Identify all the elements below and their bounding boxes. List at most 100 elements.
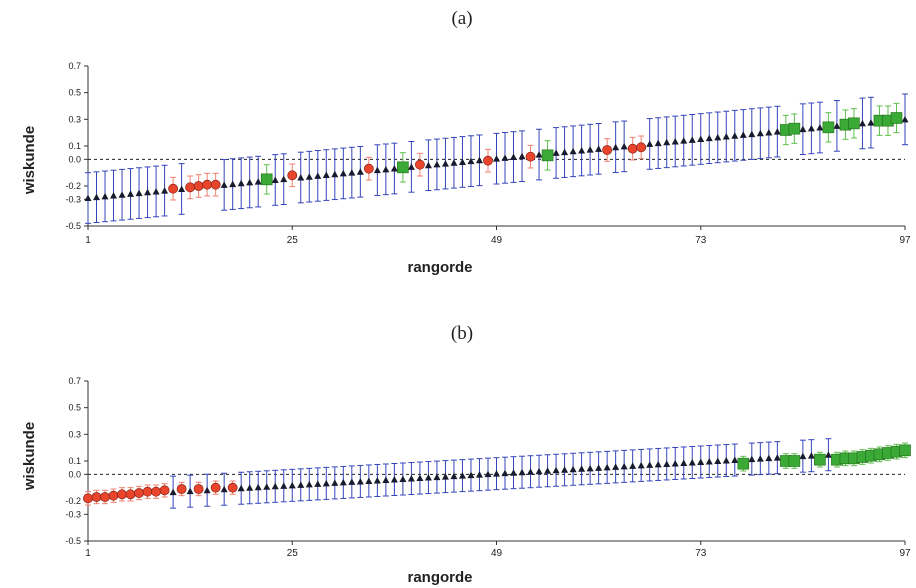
data-point-triangle <box>220 485 228 493</box>
data-point-circle <box>627 143 638 154</box>
data-point-triangle <box>424 161 432 169</box>
data-point-triangle <box>441 473 449 480</box>
data-point-triangle <box>824 451 832 458</box>
data-point-triangle <box>467 471 475 479</box>
data-point-triangle <box>118 191 126 198</box>
data-point-triangle <box>501 154 509 161</box>
panel-a-plot: 0.7 0.5 0.3 0.1 0.0 -0.2 -0.3 -0.5 1 25 49 73 97 <box>65 61 911 246</box>
data-point-square <box>260 173 273 186</box>
x-tick-label: 49 <box>491 235 503 246</box>
data-point-circle <box>483 155 493 166</box>
data-point-circle <box>185 182 196 193</box>
data-point-triangle <box>348 478 356 485</box>
data-point-triangle <box>739 131 747 138</box>
data-point-triangle <box>493 155 500 162</box>
data-point-triangle <box>901 115 909 123</box>
data-point-triangle <box>629 462 637 469</box>
data-point-triangle <box>365 477 373 484</box>
data-point-triangle <box>714 457 722 465</box>
data-point-triangle <box>722 457 730 464</box>
data-point-triangle <box>390 476 398 483</box>
data-point-triangle <box>620 462 628 470</box>
data-point-triangle <box>203 486 211 494</box>
data-point-triangle <box>722 133 730 140</box>
data-point-circle <box>151 486 161 497</box>
data-point-triangle <box>229 180 237 188</box>
data-point-triangle <box>595 464 603 471</box>
data-point-triangle <box>603 463 611 471</box>
data-point-triangle <box>714 133 722 141</box>
data-point-triangle <box>433 473 441 481</box>
data-point-square <box>541 149 554 162</box>
data-point-triangle <box>807 452 815 459</box>
data-point-triangle <box>314 172 322 179</box>
data-point-triangle <box>765 128 773 136</box>
data-point-triangle <box>322 171 330 179</box>
data-point-triangle <box>612 143 620 151</box>
data-point-triangle <box>748 130 756 138</box>
data-point-triangle <box>305 173 313 180</box>
data-point-square <box>899 444 911 457</box>
data-point-triangle <box>671 459 679 467</box>
data-point-triangle <box>314 480 322 487</box>
data-point-circle <box>525 151 536 162</box>
data-point-triangle <box>620 142 628 150</box>
data-point-triangle <box>527 468 535 475</box>
x-tick-label: 25 <box>287 548 299 559</box>
data-point-circle <box>210 179 221 190</box>
data-point-triangle <box>654 139 662 147</box>
data-point-triangle <box>501 469 509 477</box>
data-point-square <box>788 455 801 467</box>
data-point-triangle <box>144 188 152 196</box>
panel-a-y-axis-title: wiskunde <box>21 126 38 195</box>
data-point-square <box>890 112 903 124</box>
data-point-triangle <box>773 128 781 135</box>
data-point-triangle <box>799 125 807 133</box>
data-point-triangle <box>671 137 679 145</box>
data-point-triangle <box>127 190 135 197</box>
data-point-triangle <box>569 147 577 155</box>
data-point-triangle <box>322 479 330 487</box>
data-point-triangle <box>484 470 492 478</box>
data-point-square <box>848 117 860 130</box>
data-point-triangle <box>450 159 458 166</box>
data-point-triangle <box>731 132 739 139</box>
data-point-circle <box>363 163 374 174</box>
data-point-triangle <box>688 136 696 143</box>
y-tick-label: -0.3 <box>65 194 81 204</box>
data-point-triangle <box>458 472 466 479</box>
panel-b-label: (b) <box>451 323 473 344</box>
x-tick-label: 25 <box>287 235 299 246</box>
x-tick-label: 1 <box>85 235 91 246</box>
data-point-circle <box>202 179 213 190</box>
data-point-triangle <box>467 157 475 165</box>
y-tick-label: 0.0 <box>68 469 81 479</box>
data-point-triangle <box>433 160 441 168</box>
y-tick-label: -0.2 <box>65 181 81 191</box>
y-tick-label: -0.2 <box>65 496 81 506</box>
y-tick-label: -0.5 <box>65 221 81 231</box>
data-point-triangle <box>518 152 526 160</box>
data-point-triangle <box>493 470 500 477</box>
data-point-triangle <box>697 135 705 142</box>
data-point-triangle <box>297 174 305 181</box>
data-point-triangle <box>373 476 381 484</box>
data-point-triangle <box>663 460 671 467</box>
data-point-circle <box>108 490 119 501</box>
data-point-triangle <box>339 169 347 177</box>
data-point-triangle <box>161 187 169 194</box>
y-tick-label: -0.3 <box>65 509 81 519</box>
data-point-triangle <box>101 192 109 200</box>
data-point-triangle <box>348 169 356 176</box>
data-point-triangle <box>356 477 364 485</box>
data-point-triangle <box>271 482 279 490</box>
data-point-triangle <box>867 119 875 126</box>
data-point-triangle <box>458 158 466 165</box>
data-point-circle <box>168 183 179 194</box>
data-point-triangle <box>246 484 254 491</box>
data-point-circle <box>287 170 298 181</box>
data-point-circle <box>415 159 425 170</box>
data-point-square <box>737 457 750 470</box>
y-tick-label: 0.0 <box>68 154 81 164</box>
